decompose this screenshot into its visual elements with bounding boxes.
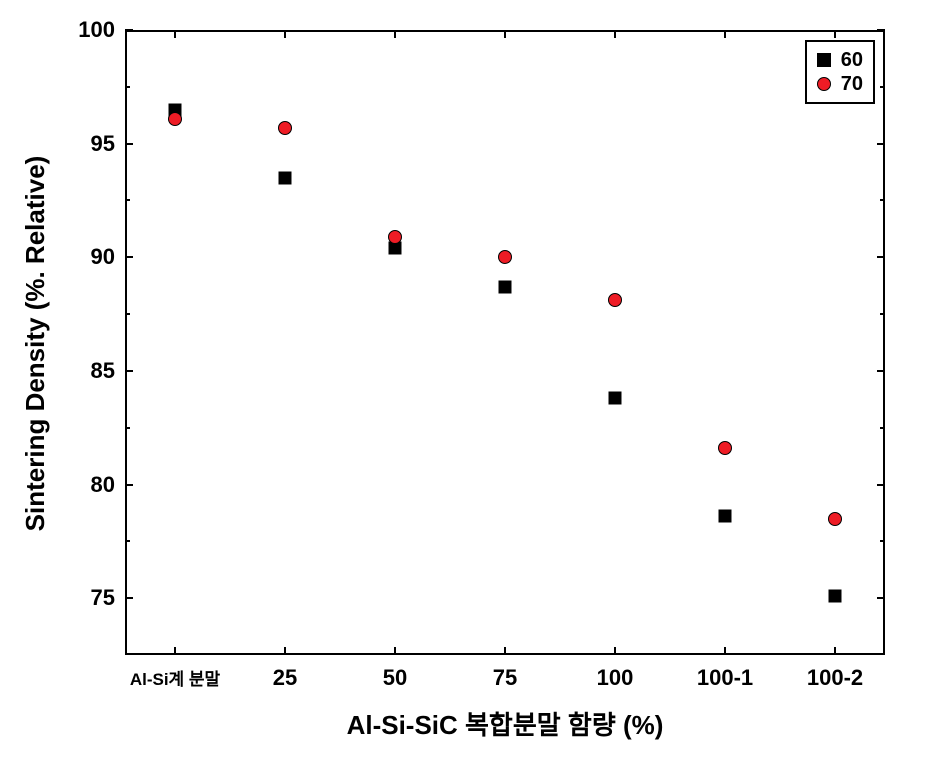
y-tick-mark [125, 143, 133, 145]
y-tick-mark [877, 143, 885, 145]
data-point-70 [388, 230, 402, 244]
x-tick-mark [834, 30, 836, 38]
y-tick-mark [877, 29, 885, 31]
data-point-70 [718, 441, 732, 455]
legend-label: 70 [841, 73, 863, 96]
x-tick-mark [394, 30, 396, 38]
y-tick-label: 75 [65, 585, 115, 611]
data-point-60 [829, 589, 842, 602]
square-icon [817, 53, 831, 67]
x-tick-label: Al-Si계 분말 [115, 665, 235, 690]
y-minor-tick [880, 86, 885, 88]
legend: 6070 [805, 40, 875, 104]
data-point-60 [609, 392, 622, 405]
legend-item: 70 [817, 72, 863, 96]
x-tick-mark [394, 647, 396, 655]
x-tick-label: 100-1 [665, 665, 785, 691]
data-point-70 [608, 293, 622, 307]
circle-icon [817, 77, 831, 91]
data-point-60 [499, 280, 512, 293]
x-tick-mark [614, 30, 616, 38]
scatter-chart: Sintering Density (%. Relative) Al-Si-Si… [0, 0, 932, 757]
y-tick-label: 90 [65, 244, 115, 270]
x-tick-mark [724, 647, 726, 655]
y-minor-tick [125, 427, 130, 429]
y-minor-tick [125, 313, 130, 315]
data-point-60 [719, 510, 732, 523]
y-tick-mark [877, 370, 885, 372]
legend-item: 60 [817, 48, 863, 72]
x-tick-mark [174, 30, 176, 38]
y-tick-label: 80 [65, 472, 115, 498]
x-tick-mark [614, 647, 616, 655]
y-tick-mark [125, 597, 133, 599]
data-point-70 [168, 112, 182, 126]
legend-label: 60 [841, 49, 863, 72]
y-minor-tick [125, 86, 130, 88]
y-tick-label: 95 [65, 131, 115, 157]
x-tick-label: 25 [225, 665, 345, 691]
y-minor-tick [125, 540, 130, 542]
x-tick-label: 50 [335, 665, 455, 691]
x-tick-label: 100 [555, 665, 675, 691]
y-tick-mark [877, 484, 885, 486]
x-tick-label: 100-2 [775, 665, 895, 691]
y-minor-tick [880, 199, 885, 201]
x-tick-mark [504, 647, 506, 655]
x-axis-title: Al-Si-SiC 복합분말 함량 (%) [125, 705, 885, 742]
y-tick-mark [125, 370, 133, 372]
y-tick-mark [125, 256, 133, 258]
x-tick-mark [174, 647, 176, 655]
x-tick-label: 75 [445, 665, 565, 691]
data-point-70 [498, 250, 512, 264]
y-tick-mark [877, 597, 885, 599]
y-tick-mark [877, 256, 885, 258]
data-point-60 [279, 171, 292, 184]
y-tick-label: 100 [65, 17, 115, 43]
y-tick-mark [125, 484, 133, 486]
y-axis-title: Sintering Density (%. Relative) [20, 31, 51, 656]
y-tick-mark [125, 29, 133, 31]
plot-area [125, 30, 885, 655]
y-minor-tick [880, 540, 885, 542]
x-tick-mark [504, 30, 506, 38]
y-minor-tick [125, 199, 130, 201]
x-tick-mark [284, 647, 286, 655]
x-tick-mark [284, 30, 286, 38]
y-minor-tick [880, 427, 885, 429]
data-point-70 [278, 121, 292, 135]
data-point-70 [828, 512, 842, 526]
y-tick-label: 85 [65, 358, 115, 384]
x-tick-mark [834, 647, 836, 655]
y-minor-tick [880, 313, 885, 315]
x-tick-mark [724, 30, 726, 38]
